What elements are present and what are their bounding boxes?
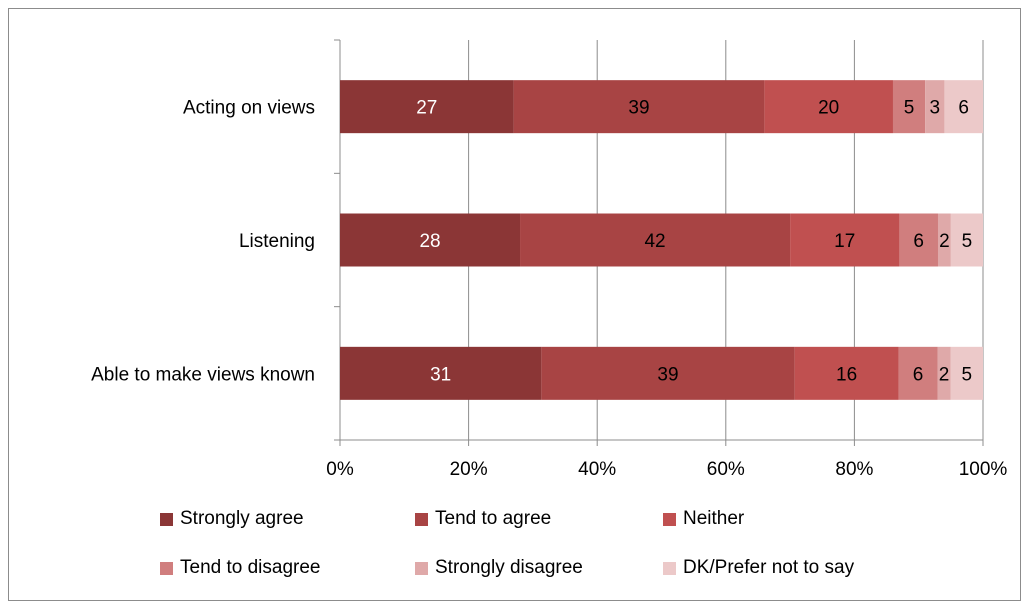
x-tick-label: 0% [326, 459, 354, 480]
data-label: 6 [958, 98, 969, 119]
data-label: 39 [657, 364, 678, 385]
bar-segment [892, 80, 926, 134]
bar-segment [937, 346, 951, 400]
data-label: 39 [628, 98, 649, 119]
data-label: 2 [939, 364, 950, 385]
bar-segment [794, 346, 899, 400]
x-tick-label: 40% [578, 459, 616, 480]
data-label: 42 [644, 231, 665, 252]
bar-segment [541, 346, 795, 400]
bar-segment [898, 346, 938, 400]
bar-segment [937, 213, 951, 267]
bar-segment [925, 80, 945, 134]
data-label: 20 [818, 98, 839, 119]
data-label: 27 [416, 98, 437, 119]
category-label: Listening [239, 231, 315, 252]
data-label: 16 [836, 364, 857, 385]
category-label: Able to make views known [91, 364, 315, 385]
data-label: 2 [939, 231, 950, 252]
x-tick-label: 20% [450, 459, 488, 480]
data-label: 6 [913, 231, 924, 252]
data-label: 3 [929, 98, 940, 119]
x-tick-label: 60% [707, 459, 745, 480]
bar-segment [764, 80, 893, 134]
bar-segment [520, 213, 791, 267]
data-label: 5 [904, 98, 915, 119]
data-label: 28 [419, 231, 440, 252]
data-label: 17 [834, 231, 855, 252]
data-label: 31 [430, 364, 451, 385]
data-label: 5 [962, 231, 973, 252]
data-label: 5 [961, 364, 972, 385]
x-tick-label: 80% [835, 459, 873, 480]
bar-segment [950, 213, 983, 267]
category-label: Acting on views [183, 98, 315, 119]
bar-segment [340, 80, 514, 134]
bar-segment [899, 213, 938, 267]
bar-segment [950, 346, 983, 400]
bar-segment [790, 213, 900, 267]
bar-segment [944, 80, 983, 134]
data-label: 6 [913, 364, 924, 385]
x-tick-label: 100% [959, 459, 1008, 480]
bar-segment [340, 346, 542, 400]
bar-segment [513, 80, 765, 134]
bar-segment [340, 213, 521, 267]
